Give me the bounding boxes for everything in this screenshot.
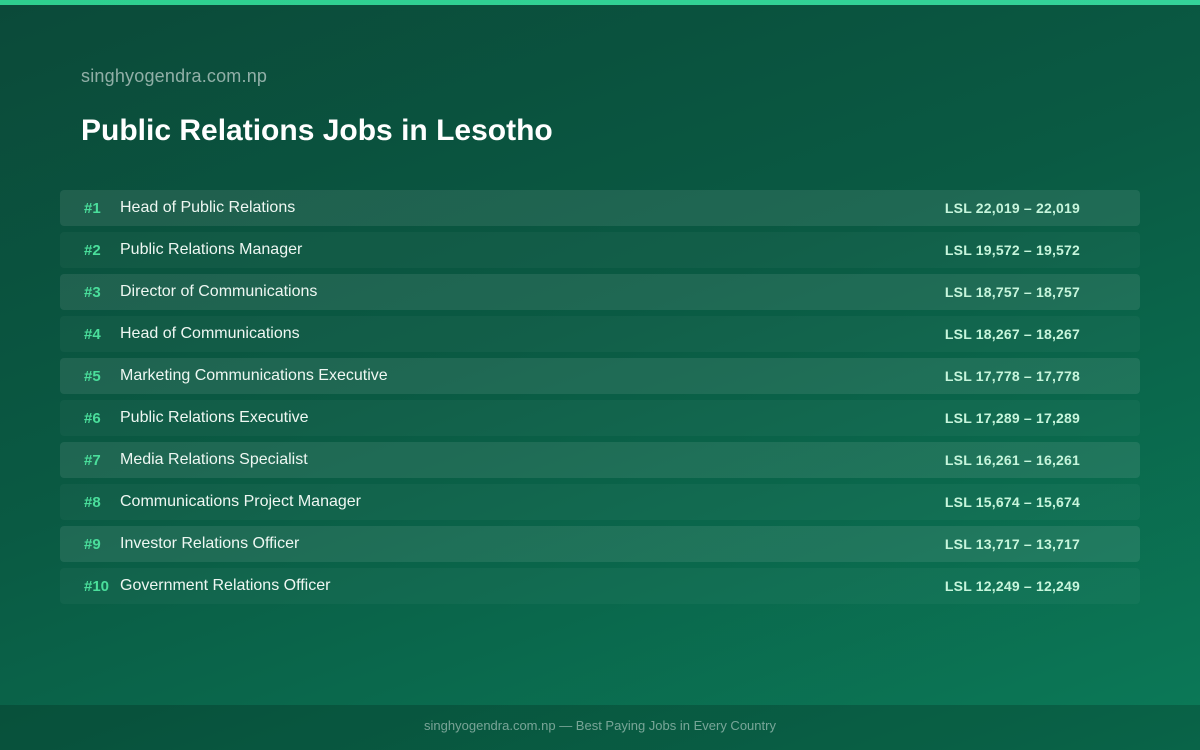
job-title: Investor Relations Officer xyxy=(120,535,300,552)
job-rank: #6 xyxy=(84,410,101,427)
job-row-5: #5 Marketing Communications Executive LS… xyxy=(60,358,1140,394)
job-rank: #4 xyxy=(84,326,101,343)
job-title: Head of Communications xyxy=(120,325,300,342)
job-salary: LSL 17,289 – 17,289 xyxy=(944,410,1080,426)
job-row-8: #8 Communications Project Manager LSL 15… xyxy=(60,484,1140,520)
job-title: Communications Project Manager xyxy=(120,493,361,510)
job-rank: #5 xyxy=(84,368,101,385)
job-row-3: #3 Director of Communications LSL 18,757… xyxy=(60,274,1140,310)
job-salary: LSL 16,261 – 16,261 xyxy=(944,452,1080,468)
job-title: Public Relations Manager xyxy=(120,241,303,258)
footer: singhyogendra.com.np — Best Paying Jobs … xyxy=(0,705,1200,750)
job-salary: LSL 12,249 – 12,249 xyxy=(944,578,1080,594)
job-salary: LSL 22,019 – 22,019 xyxy=(944,200,1080,216)
job-row-7: #7 Media Relations Specialist LSL 16,261… xyxy=(60,442,1140,478)
job-title: Head of Public Relations xyxy=(120,199,296,216)
job-row-1: #1 Head of Public Relations LSL 22,019 –… xyxy=(60,190,1140,226)
job-salary: LSL 18,267 – 18,267 xyxy=(944,326,1080,342)
footer-text: singhyogendra.com.np — Best Paying Jobs … xyxy=(424,718,776,733)
job-rank: #3 xyxy=(84,284,101,301)
job-title: Government Relations Officer xyxy=(120,577,331,594)
job-salary: LSL 15,674 – 15,674 xyxy=(944,494,1080,510)
job-row-9: #9 Investor Relations Officer LSL 13,717… xyxy=(60,526,1140,562)
site-name: singhyogendra.com.np xyxy=(81,66,268,86)
job-salary: LSL 19,572 – 19,572 xyxy=(944,242,1080,258)
job-row-2: #2 Public Relations Manager LSL 19,572 –… xyxy=(60,232,1140,268)
job-rank: #8 xyxy=(84,494,101,511)
job-salary: LSL 17,778 – 17,778 xyxy=(944,368,1080,384)
job-title: Director of Communications xyxy=(120,283,318,300)
job-salary: LSL 13,717 – 13,717 xyxy=(944,536,1080,552)
job-list: #1 Head of Public Relations LSL 22,019 –… xyxy=(60,190,1140,610)
job-rank: #2 xyxy=(84,242,101,259)
job-salary: LSL 18,757 – 18,757 xyxy=(944,284,1080,300)
job-rank: #9 xyxy=(84,536,101,553)
job-title: Public Relations Executive xyxy=(120,409,309,426)
job-rank: #7 xyxy=(84,452,101,469)
job-row-6: #6 Public Relations Executive LSL 17,289… xyxy=(60,400,1140,436)
job-title: Media Relations Specialist xyxy=(120,451,308,468)
job-rank: #10 xyxy=(84,578,110,595)
page-title: Public Relations Jobs in Lesotho xyxy=(81,114,553,147)
top-accent-bar xyxy=(0,0,1200,5)
job-row-10: #10 Government Relations Officer LSL 12,… xyxy=(60,568,1140,604)
job-rank: #1 xyxy=(84,200,101,217)
job-title: Marketing Communications Executive xyxy=(120,367,388,384)
job-row-4: #4 Head of Communications LSL 18,267 – 1… xyxy=(60,316,1140,352)
